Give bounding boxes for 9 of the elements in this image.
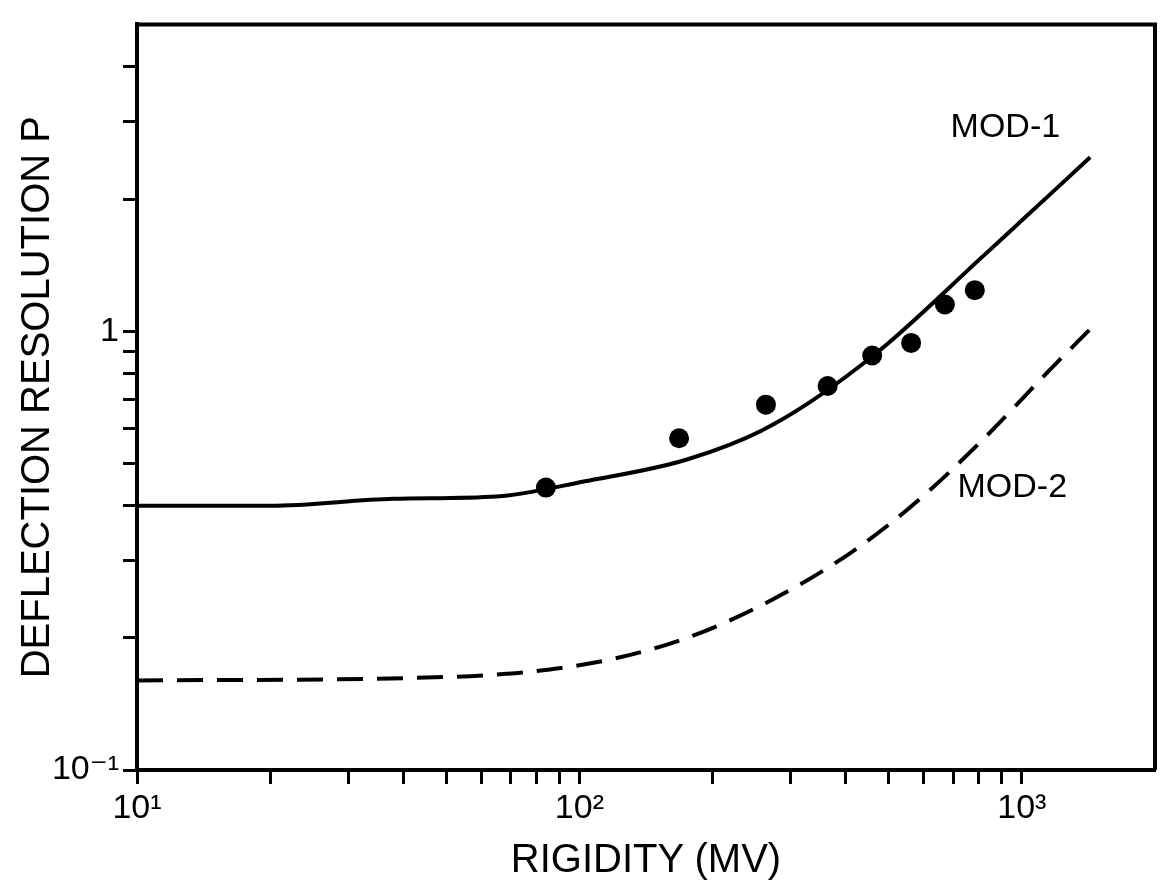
x-tick-label: 10³ — [997, 786, 1047, 825]
series-label: MOD-2 — [957, 466, 1068, 505]
x-tick-label: 10² — [554, 786, 604, 825]
y-axis-title: DEFLECTION RESOLUTION P — [13, 116, 58, 679]
series-label: MOD-1 — [950, 105, 1061, 144]
x-tick-label: 10¹ — [112, 786, 162, 825]
y-tick-label: 1 — [100, 309, 119, 348]
x-axis-title: RIGIDITY (MV) — [510, 836, 782, 881]
y-tick-label: 10⁻¹ — [51, 748, 119, 787]
